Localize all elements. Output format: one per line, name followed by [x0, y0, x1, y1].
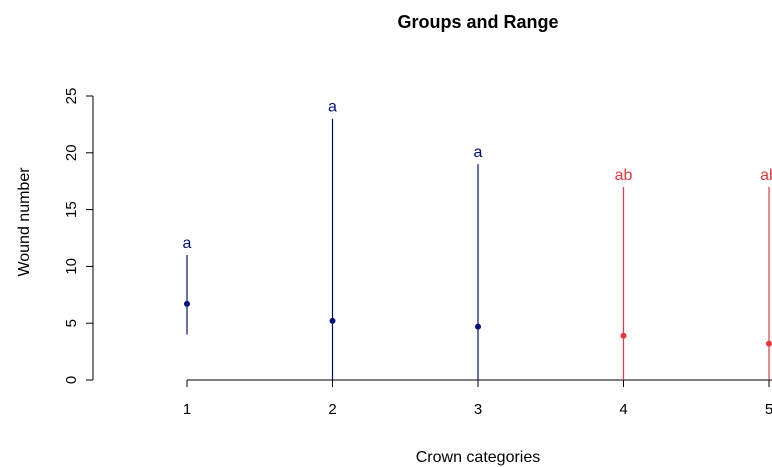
y-axis: 0 5 10 15 20 25 [63, 88, 94, 384]
group-label: ab [760, 167, 772, 184]
mean-point [184, 300, 190, 307]
y-tick-label: 0 [63, 376, 80, 384]
group-label: ab [615, 167, 633, 184]
x-axis-label: Crown categories [416, 449, 541, 466]
y-tick-label: 20 [63, 144, 80, 161]
x-tick-label: 2 [328, 401, 336, 418]
y-tick-label: 15 [63, 201, 80, 218]
y-tick-label: 10 [63, 258, 80, 275]
mean-point [475, 323, 481, 330]
group-label: a [328, 99, 337, 116]
plot-area: a a a ab ab [183, 99, 772, 380]
x-tick-label: 5 [765, 401, 772, 418]
y-axis-label: Wound number [16, 167, 33, 277]
y-tick-label: 5 [63, 319, 80, 327]
group-label: a [474, 144, 483, 161]
group-label: a [183, 235, 192, 252]
x-tick-label: 3 [474, 401, 482, 418]
x-axis: 1 2 3 4 5 [183, 379, 772, 418]
y-tick-label: 25 [63, 88, 80, 105]
mean-point [329, 317, 336, 324]
chart-title: Groups and Range [397, 12, 558, 32]
mean-point [766, 340, 772, 347]
mean-point [620, 332, 627, 339]
x-tick-label: 1 [183, 401, 191, 418]
x-tick-label: 4 [619, 401, 627, 418]
